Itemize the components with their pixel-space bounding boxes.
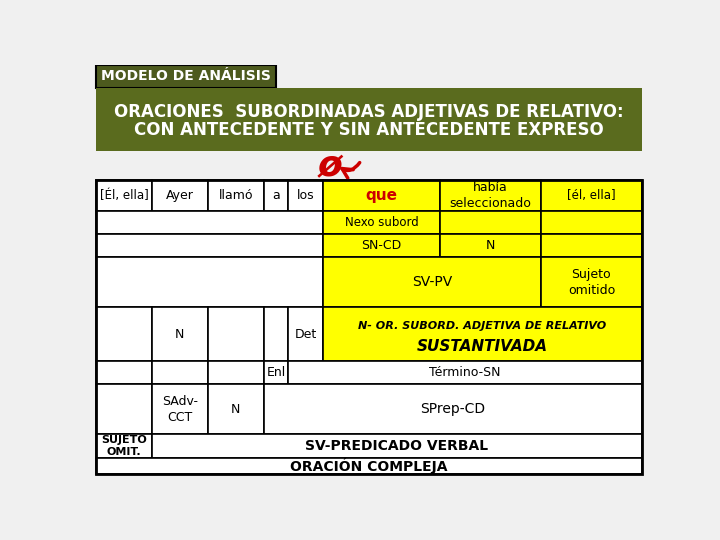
FancyBboxPatch shape	[208, 361, 264, 384]
FancyBboxPatch shape	[152, 307, 208, 361]
FancyBboxPatch shape	[289, 307, 323, 361]
Text: SAdv-
CCT: SAdv- CCT	[162, 395, 198, 424]
Text: Enl: Enl	[266, 366, 286, 379]
FancyBboxPatch shape	[264, 384, 642, 434]
FancyBboxPatch shape	[541, 180, 642, 211]
FancyBboxPatch shape	[208, 307, 264, 361]
Text: ORACIONES  SUBORDINADAS ADJETIVAS DE RELATIVO:: ORACIONES SUBORDINADAS ADJETIVAS DE RELA…	[114, 103, 624, 121]
FancyBboxPatch shape	[152, 434, 642, 457]
Text: Det: Det	[294, 328, 317, 341]
FancyArrowPatch shape	[342, 163, 360, 178]
FancyBboxPatch shape	[208, 180, 264, 211]
FancyBboxPatch shape	[323, 257, 541, 307]
FancyBboxPatch shape	[96, 257, 323, 307]
Text: los: los	[297, 189, 314, 202]
FancyBboxPatch shape	[541, 211, 642, 234]
FancyBboxPatch shape	[96, 234, 323, 257]
FancyBboxPatch shape	[152, 180, 208, 211]
FancyBboxPatch shape	[96, 384, 152, 434]
Text: [él, ella]: [él, ella]	[567, 189, 616, 202]
Text: CON ANTECEDENTE Y SIN ANTECEDENTE EXPRESO: CON ANTECEDENTE Y SIN ANTECEDENTE EXPRES…	[134, 122, 604, 139]
Text: ø: ø	[318, 150, 343, 184]
Text: Ayer: Ayer	[166, 189, 194, 202]
Text: Término-SN: Término-SN	[429, 366, 501, 379]
FancyBboxPatch shape	[96, 307, 152, 361]
FancyBboxPatch shape	[96, 211, 323, 234]
Text: N: N	[231, 403, 240, 416]
Text: SV-PV: SV-PV	[412, 275, 452, 289]
FancyBboxPatch shape	[441, 234, 541, 257]
FancyBboxPatch shape	[96, 88, 642, 151]
FancyBboxPatch shape	[152, 361, 208, 384]
Text: había
seleccionado: había seleccionado	[450, 181, 531, 210]
FancyBboxPatch shape	[96, 65, 276, 88]
Text: SN-CD: SN-CD	[361, 239, 402, 252]
FancyBboxPatch shape	[264, 361, 289, 384]
FancyBboxPatch shape	[323, 307, 642, 361]
FancyBboxPatch shape	[289, 180, 323, 211]
Text: ORACIÓN COMPLEJA: ORACIÓN COMPLEJA	[290, 458, 448, 474]
FancyBboxPatch shape	[264, 307, 289, 361]
FancyBboxPatch shape	[441, 180, 541, 211]
FancyBboxPatch shape	[441, 211, 541, 234]
FancyBboxPatch shape	[96, 457, 642, 475]
Text: que: que	[366, 188, 397, 203]
Text: a: a	[272, 189, 280, 202]
Text: N: N	[486, 239, 495, 252]
Text: N: N	[175, 328, 184, 341]
Text: Nexo subord: Nexo subord	[345, 216, 418, 229]
FancyBboxPatch shape	[289, 361, 642, 384]
Text: SPrep-CD: SPrep-CD	[420, 402, 485, 416]
FancyBboxPatch shape	[152, 384, 208, 434]
Text: SUSTANTIVADA: SUSTANTIVADA	[417, 339, 548, 354]
FancyBboxPatch shape	[96, 180, 152, 211]
FancyBboxPatch shape	[541, 234, 642, 257]
Text: SV-PREDICADO VERBAL: SV-PREDICADO VERBAL	[305, 439, 488, 453]
FancyBboxPatch shape	[208, 384, 264, 434]
Text: [Él, ella]: [Él, ella]	[100, 189, 148, 202]
FancyBboxPatch shape	[323, 234, 441, 257]
FancyBboxPatch shape	[323, 180, 441, 211]
Text: Sujeto
omitido: Sujeto omitido	[568, 268, 615, 297]
FancyBboxPatch shape	[264, 180, 289, 211]
Text: SUJETO
OMIT.: SUJETO OMIT.	[102, 435, 147, 457]
FancyBboxPatch shape	[96, 361, 152, 384]
Text: llamó: llamó	[218, 189, 253, 202]
Text: N- OR. SUBORD. ADJETIVA DE RELATIVO: N- OR. SUBORD. ADJETIVA DE RELATIVO	[358, 321, 606, 331]
FancyBboxPatch shape	[323, 211, 441, 234]
Text: MODELO DE ANÁLISIS: MODELO DE ANÁLISIS	[102, 69, 271, 83]
FancyBboxPatch shape	[541, 257, 642, 307]
FancyBboxPatch shape	[96, 434, 152, 457]
